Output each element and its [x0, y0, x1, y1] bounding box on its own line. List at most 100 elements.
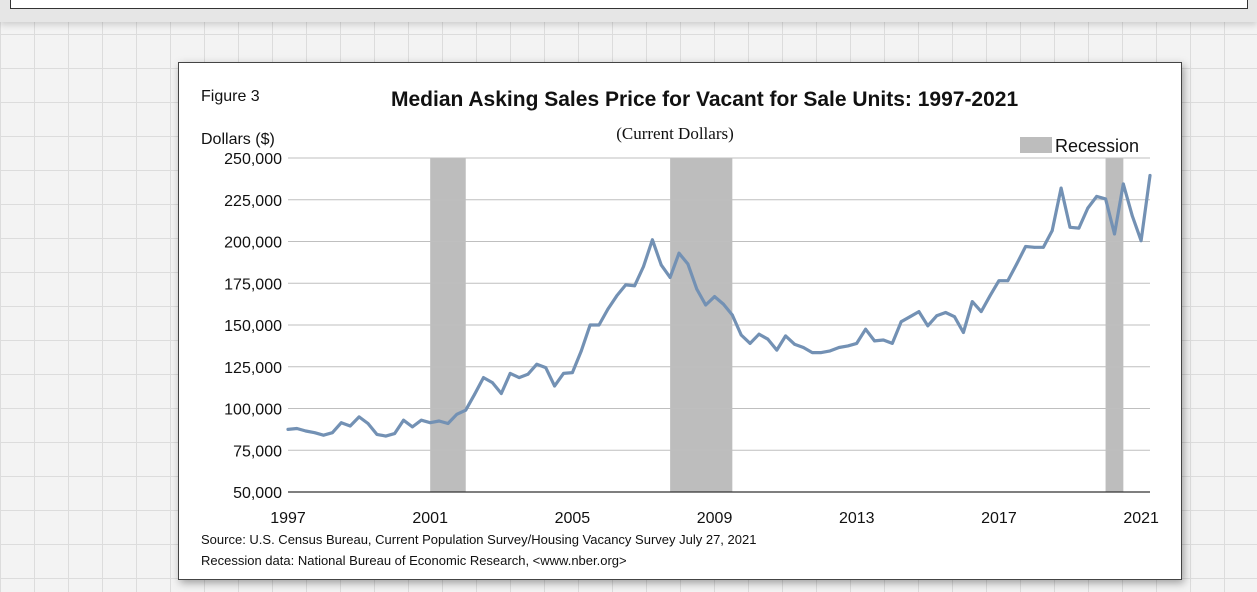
source-note: Source: U.S. Census Bureau, Current Popu…	[201, 532, 756, 547]
data-point	[757, 332, 761, 336]
data-point	[988, 294, 992, 298]
data-point	[855, 341, 859, 345]
data-point	[1113, 232, 1116, 236]
data-point	[1024, 245, 1027, 248]
data-point	[953, 315, 956, 319]
figure-label: Figure 3	[201, 88, 260, 105]
x-tick-label: 2013	[839, 510, 875, 527]
data-point	[1077, 226, 1081, 230]
data-point	[1050, 229, 1054, 233]
data-point	[473, 392, 477, 396]
data-point	[704, 303, 708, 307]
legend-swatch-recession	[1020, 137, 1052, 153]
data-point	[499, 392, 503, 395]
data-point	[348, 424, 352, 428]
data-point	[375, 432, 379, 436]
data-point	[935, 314, 939, 318]
data-point	[810, 351, 814, 354]
data-point	[331, 431, 334, 435]
legend: Recession	[1020, 136, 1139, 156]
data-point	[802, 346, 805, 349]
x-tick-label: 2005	[555, 510, 591, 527]
data-point	[322, 433, 325, 437]
data-point	[535, 362, 539, 366]
chart-card: Figure 3 Median Asking Sales Price for V…	[178, 62, 1182, 580]
data-point	[659, 263, 663, 267]
data-point	[437, 419, 441, 423]
data-point	[1130, 214, 1134, 218]
data-point	[1121, 182, 1125, 186]
data-point	[482, 376, 485, 380]
data-point	[650, 238, 654, 242]
data-point	[739, 333, 743, 337]
data-point	[597, 323, 601, 327]
data-point	[997, 279, 1001, 283]
data-point	[722, 302, 725, 306]
data-point	[339, 421, 343, 425]
data-point	[730, 313, 734, 317]
data-point	[695, 287, 699, 291]
y-tick-label: 225,000	[224, 193, 282, 210]
data-point	[428, 421, 432, 425]
data-point	[1006, 279, 1010, 283]
x-tick-label: 1997	[270, 510, 306, 527]
data-point	[633, 284, 636, 288]
data-point	[1095, 195, 1099, 198]
data-point	[1041, 245, 1045, 249]
data-point	[775, 348, 779, 352]
data-point	[677, 251, 681, 255]
data-point	[411, 425, 414, 429]
y-tick-label: 150,000	[224, 318, 282, 335]
data-point	[1086, 206, 1090, 210]
grid-lines	[288, 157, 1150, 493]
top-strip	[0, 0, 1257, 22]
data-point	[588, 323, 592, 327]
y-tick-label: 175,000	[224, 276, 282, 293]
data-point	[1068, 225, 1072, 229]
data-point	[766, 337, 770, 341]
y-tick-label: 50,000	[233, 485, 282, 502]
data-point	[837, 346, 841, 349]
y-tick-label: 125,000	[224, 360, 282, 377]
data-point	[606, 307, 610, 311]
series-layer	[286, 173, 1152, 438]
data-point	[579, 349, 583, 353]
series-line	[286, 173, 1152, 438]
data-point	[295, 427, 299, 430]
data-point	[1104, 197, 1107, 201]
data-point	[366, 422, 370, 425]
data-point	[668, 276, 672, 279]
data-point	[784, 334, 788, 338]
x-tick-label: 2021	[1123, 510, 1159, 527]
data-point	[846, 344, 850, 348]
x-tick-labels: 1997 2001 2005 2009 2013 2017 2021	[270, 510, 1159, 527]
data-point	[464, 408, 468, 412]
y-tick-labels: 50,000 75,000 100,000 125,000 150,000 175,000…	[224, 151, 282, 502]
previous-content-box	[10, 0, 1248, 9]
data-point	[304, 429, 308, 433]
y-tick-label: 100,000	[224, 402, 282, 419]
y-tick-label: 200,000	[224, 235, 282, 252]
data-point	[624, 283, 628, 287]
data-point	[1139, 239, 1143, 243]
chart: Figure 3 Median Asking Sales Price for V…	[201, 88, 1159, 568]
data-point	[917, 310, 921, 314]
data-point	[864, 327, 868, 331]
x-tick-label: 2009	[697, 510, 733, 527]
data-point	[526, 372, 530, 376]
data-point	[562, 372, 565, 375]
y-axis-label: Dollars ($)	[201, 131, 275, 148]
data-point	[553, 384, 556, 388]
data-point	[1015, 262, 1019, 266]
data-point	[686, 262, 690, 266]
y-tick-label: 75,000	[233, 443, 282, 460]
data-point	[446, 422, 450, 425]
data-point	[402, 418, 405, 422]
data-point	[944, 311, 948, 314]
data-point	[544, 366, 548, 369]
data-point	[455, 412, 459, 416]
data-point	[926, 324, 930, 328]
y-tick-label: 250,000	[224, 151, 282, 168]
chart-subtitle: (Current Dollars)	[616, 124, 734, 143]
x-tick-label: 2001	[412, 510, 448, 527]
